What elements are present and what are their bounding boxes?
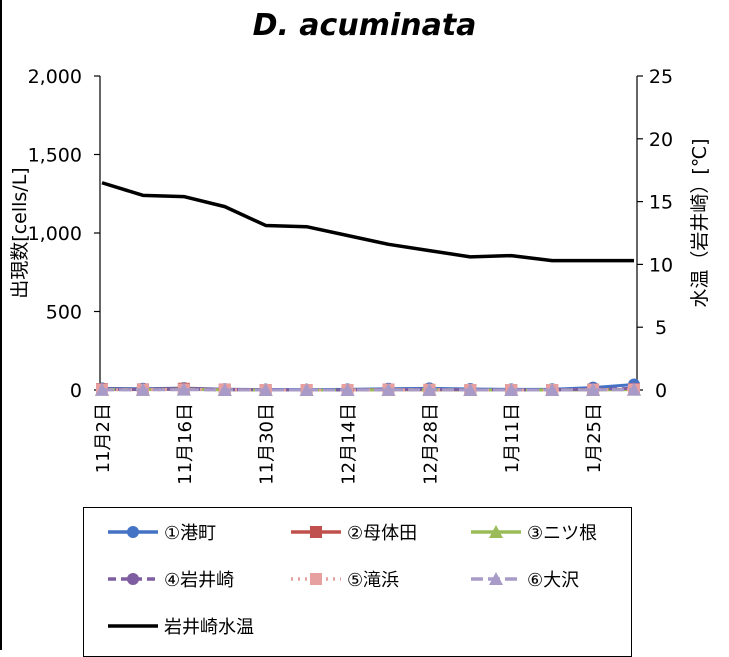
y-axis-title-right: 水温（岩井崎）[℃] [689, 138, 711, 307]
x-tick-label: 1月11日 [502, 403, 523, 473]
legend-swatch [289, 569, 343, 589]
legend-swatch [469, 522, 523, 542]
legend-item: ⑥大沢 [469, 565, 579, 593]
legend-item: ④岩井崎 [106, 565, 234, 593]
legend-swatch [106, 522, 160, 542]
plot-area: 0 500 1,000 1,500 2,000 0 5 10 15 20 25 11月2日 11月16日… [0, 0, 729, 507]
y-tick-label-left: 500 [46, 302, 82, 324]
legend-swatch [289, 522, 343, 542]
legend-item: ③ニツ根 [469, 518, 597, 546]
legend-marker [310, 526, 322, 538]
legend-label: ①港町 [164, 519, 216, 545]
legend-item: 岩井崎水温 [106, 612, 254, 640]
x-tick-label: 11月2日 [93, 403, 114, 473]
legend-swatch [106, 616, 160, 636]
legend: ①港町 ②母体田 ③ニツ根 ④岩井崎 ⑤滝浜 ⑥大沢岩井崎水温 [83, 507, 632, 657]
y-tick-label-right: 25 [649, 66, 673, 88]
y-tick-label-right: 10 [649, 254, 673, 276]
series-line [102, 183, 634, 261]
x-tick-label: 12月28日 [420, 403, 441, 485]
y-tick-label-right: 0 [655, 380, 667, 402]
legend-item: ②母体田 [289, 518, 417, 546]
y-tick-label-left: 1,500 [28, 145, 82, 167]
x-tick-label: 1月25日 [584, 403, 605, 473]
legend-marker [127, 526, 139, 538]
legend-label: ⑥大沢 [527, 566, 579, 592]
x-tick-label: 12月14日 [339, 403, 360, 485]
legend-item: ①港町 [106, 518, 216, 546]
y-tick-label-right: 5 [655, 317, 667, 339]
legend-swatch [469, 569, 523, 589]
legend-label: ②母体田 [347, 519, 417, 545]
legend-label: ③ニツ根 [527, 519, 597, 545]
legend-label: 岩井崎水温 [164, 613, 254, 639]
y-tick-label-right: 15 [649, 192, 673, 214]
legend-label: ④岩井崎 [164, 566, 234, 592]
y-axis-title-left: 出現数[cells/L] [9, 167, 31, 298]
legend-marker [310, 573, 322, 585]
y-tick-label-left: 2,000 [28, 66, 82, 88]
legend-item: ⑤滝浜 [289, 565, 399, 593]
y-tick-label-left: 0 [70, 380, 82, 402]
legend-label: ⑤滝浜 [347, 566, 399, 592]
x-tick-label: 11月30日 [257, 403, 278, 485]
x-tick-label: 11月16日 [175, 403, 196, 485]
y-tick-label-left: 1,000 [28, 223, 82, 245]
series-1 [96, 379, 640, 396]
series-7 [102, 183, 634, 261]
legend-swatch [106, 569, 160, 589]
y-tick-label-right: 20 [649, 129, 673, 151]
legend-marker [127, 573, 139, 585]
